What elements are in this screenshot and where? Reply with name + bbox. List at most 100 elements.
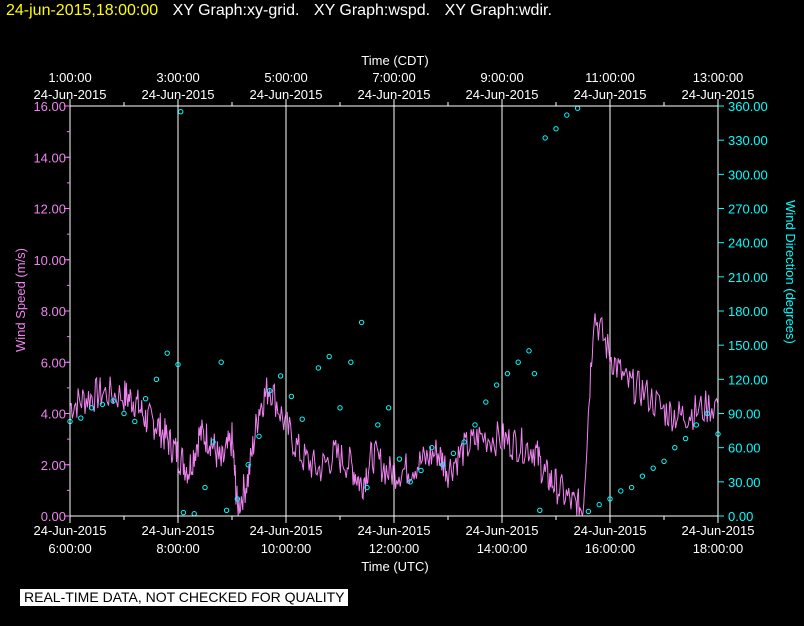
- direction-point: [682, 435, 689, 442]
- direction-point: [450, 450, 457, 457]
- top-tick-date: 24-Jun-2015: [358, 87, 431, 102]
- direction-point: [542, 135, 548, 141]
- direction-point: [110, 398, 116, 404]
- direction-point: [439, 462, 446, 468]
- direction-point: [364, 484, 370, 491]
- bottom-tick-time: 12:00:00: [369, 541, 420, 556]
- direction-point: [472, 422, 478, 428]
- direction-point: [537, 507, 543, 514]
- bottom-tick-date: 24-Jun-2015: [574, 523, 647, 538]
- bottom-tick-date: 24-Jun-2015: [682, 523, 755, 538]
- bottom-tick-date: 24-Jun-2015: [358, 523, 431, 538]
- right-tick-label: 360.00: [728, 99, 768, 114]
- direction-point: [164, 350, 170, 356]
- direction-point: [639, 473, 646, 479]
- left-tick-label: 2.00: [41, 458, 66, 473]
- top-tick-date: 24-Jun-2015: [250, 87, 323, 102]
- direction-point: [153, 376, 160, 383]
- title-graph-wspd: XY Graph:wspd.: [313, 2, 431, 19]
- left-tick-label: 6.00: [41, 355, 66, 370]
- right-tick-label: 0.00: [728, 509, 753, 524]
- top-tick-date: 24-Jun-2015: [34, 87, 107, 102]
- top-tick-time: 1:00:00: [48, 70, 91, 85]
- left-tick-label: 8.00: [41, 304, 66, 319]
- bottom-tick-time: 14:00:00: [477, 541, 528, 556]
- title-row: 24-jun-2015,18:00:00 XY Graph:xy-grid. X…: [6, 2, 552, 20]
- direction-point: [585, 508, 592, 515]
- direction-point: [672, 444, 678, 451]
- direction-point: [650, 465, 656, 471]
- right-tick-label: 90.00: [728, 407, 761, 422]
- direction-point: [245, 462, 251, 468]
- top-tick-time: 11:00:00: [585, 70, 635, 85]
- right-tick-label: 210.00: [728, 270, 768, 285]
- direction-point: [256, 433, 262, 439]
- grid-lines: [177, 106, 611, 516]
- bottom-tick-date: 24-Jun-2015: [142, 523, 215, 538]
- direction-point: [178, 108, 184, 115]
- direction-point: [607, 496, 613, 502]
- direction-point: [418, 467, 424, 474]
- direction-point: [175, 361, 181, 368]
- direction-point: [493, 382, 500, 388]
- direction-point: [218, 359, 224, 365]
- top-tick-time: 13:00:00: [693, 70, 744, 85]
- direction-point: [99, 401, 106, 408]
- right-tick-label: 300.00: [728, 167, 768, 182]
- direction-point: [191, 511, 197, 517]
- direction-point: [267, 388, 273, 394]
- direction-point: [121, 410, 127, 417]
- left-tick-label: 0.00: [41, 509, 66, 524]
- direction-point: [326, 353, 332, 360]
- direction-point: [223, 507, 230, 514]
- direction-point: [299, 416, 305, 422]
- direction-point: [288, 393, 295, 400]
- direction-point: [358, 319, 365, 326]
- direction-point: [526, 348, 532, 354]
- direction-point: [396, 456, 403, 462]
- bottom-tick-date: 24-Jun-2015: [34, 523, 107, 538]
- title-graph-grid: XY Graph:xy-grid.: [172, 2, 300, 19]
- bottom-tick-time: 6:00:00: [48, 541, 91, 556]
- right-tick-label: 30.00: [728, 475, 761, 490]
- direction-point: [88, 405, 95, 411]
- bottom-tick-time: 8:00:00: [156, 541, 199, 556]
- direction-point: [461, 439, 467, 445]
- direction-point: [78, 415, 84, 421]
- direction-point: [132, 418, 138, 425]
- direction-point: [618, 488, 624, 494]
- direction-point: [180, 509, 187, 516]
- right-tick-label: 150.00: [728, 338, 768, 353]
- top-tick-time: 3:00:00: [156, 70, 199, 85]
- bottom-axis-label: Time (UTC): [361, 559, 428, 574]
- right-tick-label: 270.00: [728, 202, 768, 217]
- direction-point: [315, 365, 322, 371]
- direction-point: [693, 422, 700, 428]
- left-tick-label: 16.00: [33, 99, 66, 114]
- right-tick-label: 180.00: [728, 304, 768, 319]
- bottom-tick-time: 16:00:00: [585, 541, 636, 556]
- top-tick-time: 7:00:00: [372, 70, 415, 85]
- direction-point: [407, 479, 413, 485]
- direction-point: [596, 501, 602, 508]
- right-tick-label: 120.00: [728, 372, 768, 387]
- direction-point: [531, 370, 538, 377]
- direction-point: [704, 410, 710, 417]
- direction-point: [628, 484, 635, 491]
- direction-point: [483, 399, 489, 405]
- direction-point: [337, 405, 343, 411]
- top-tick-date: 24-Jun-2015: [142, 87, 215, 102]
- left-axis-label: Wind Speed (m/s): [13, 248, 28, 352]
- direction-point: [348, 359, 354, 365]
- direction-point: [210, 439, 216, 445]
- top-tick-date: 24-Jun-2015: [574, 87, 647, 102]
- left-tick-label: 14.00: [33, 150, 66, 165]
- left-tick-label: 10.00: [33, 253, 66, 268]
- bottom-tick-date: 24-Jun-2015: [250, 523, 323, 538]
- axes: 24-Jun-2015 6:00:00 24-Jun-2015 8:00:00 24-J…: [33, 70, 767, 556]
- left-tick-label: 12.00: [33, 202, 66, 217]
- disclaimer-banner: REAL-TIME DATA, NOT CHECKED FOR QUALITY: [20, 589, 349, 606]
- speed-series: [69, 313, 719, 517]
- direction-point: [553, 126, 559, 132]
